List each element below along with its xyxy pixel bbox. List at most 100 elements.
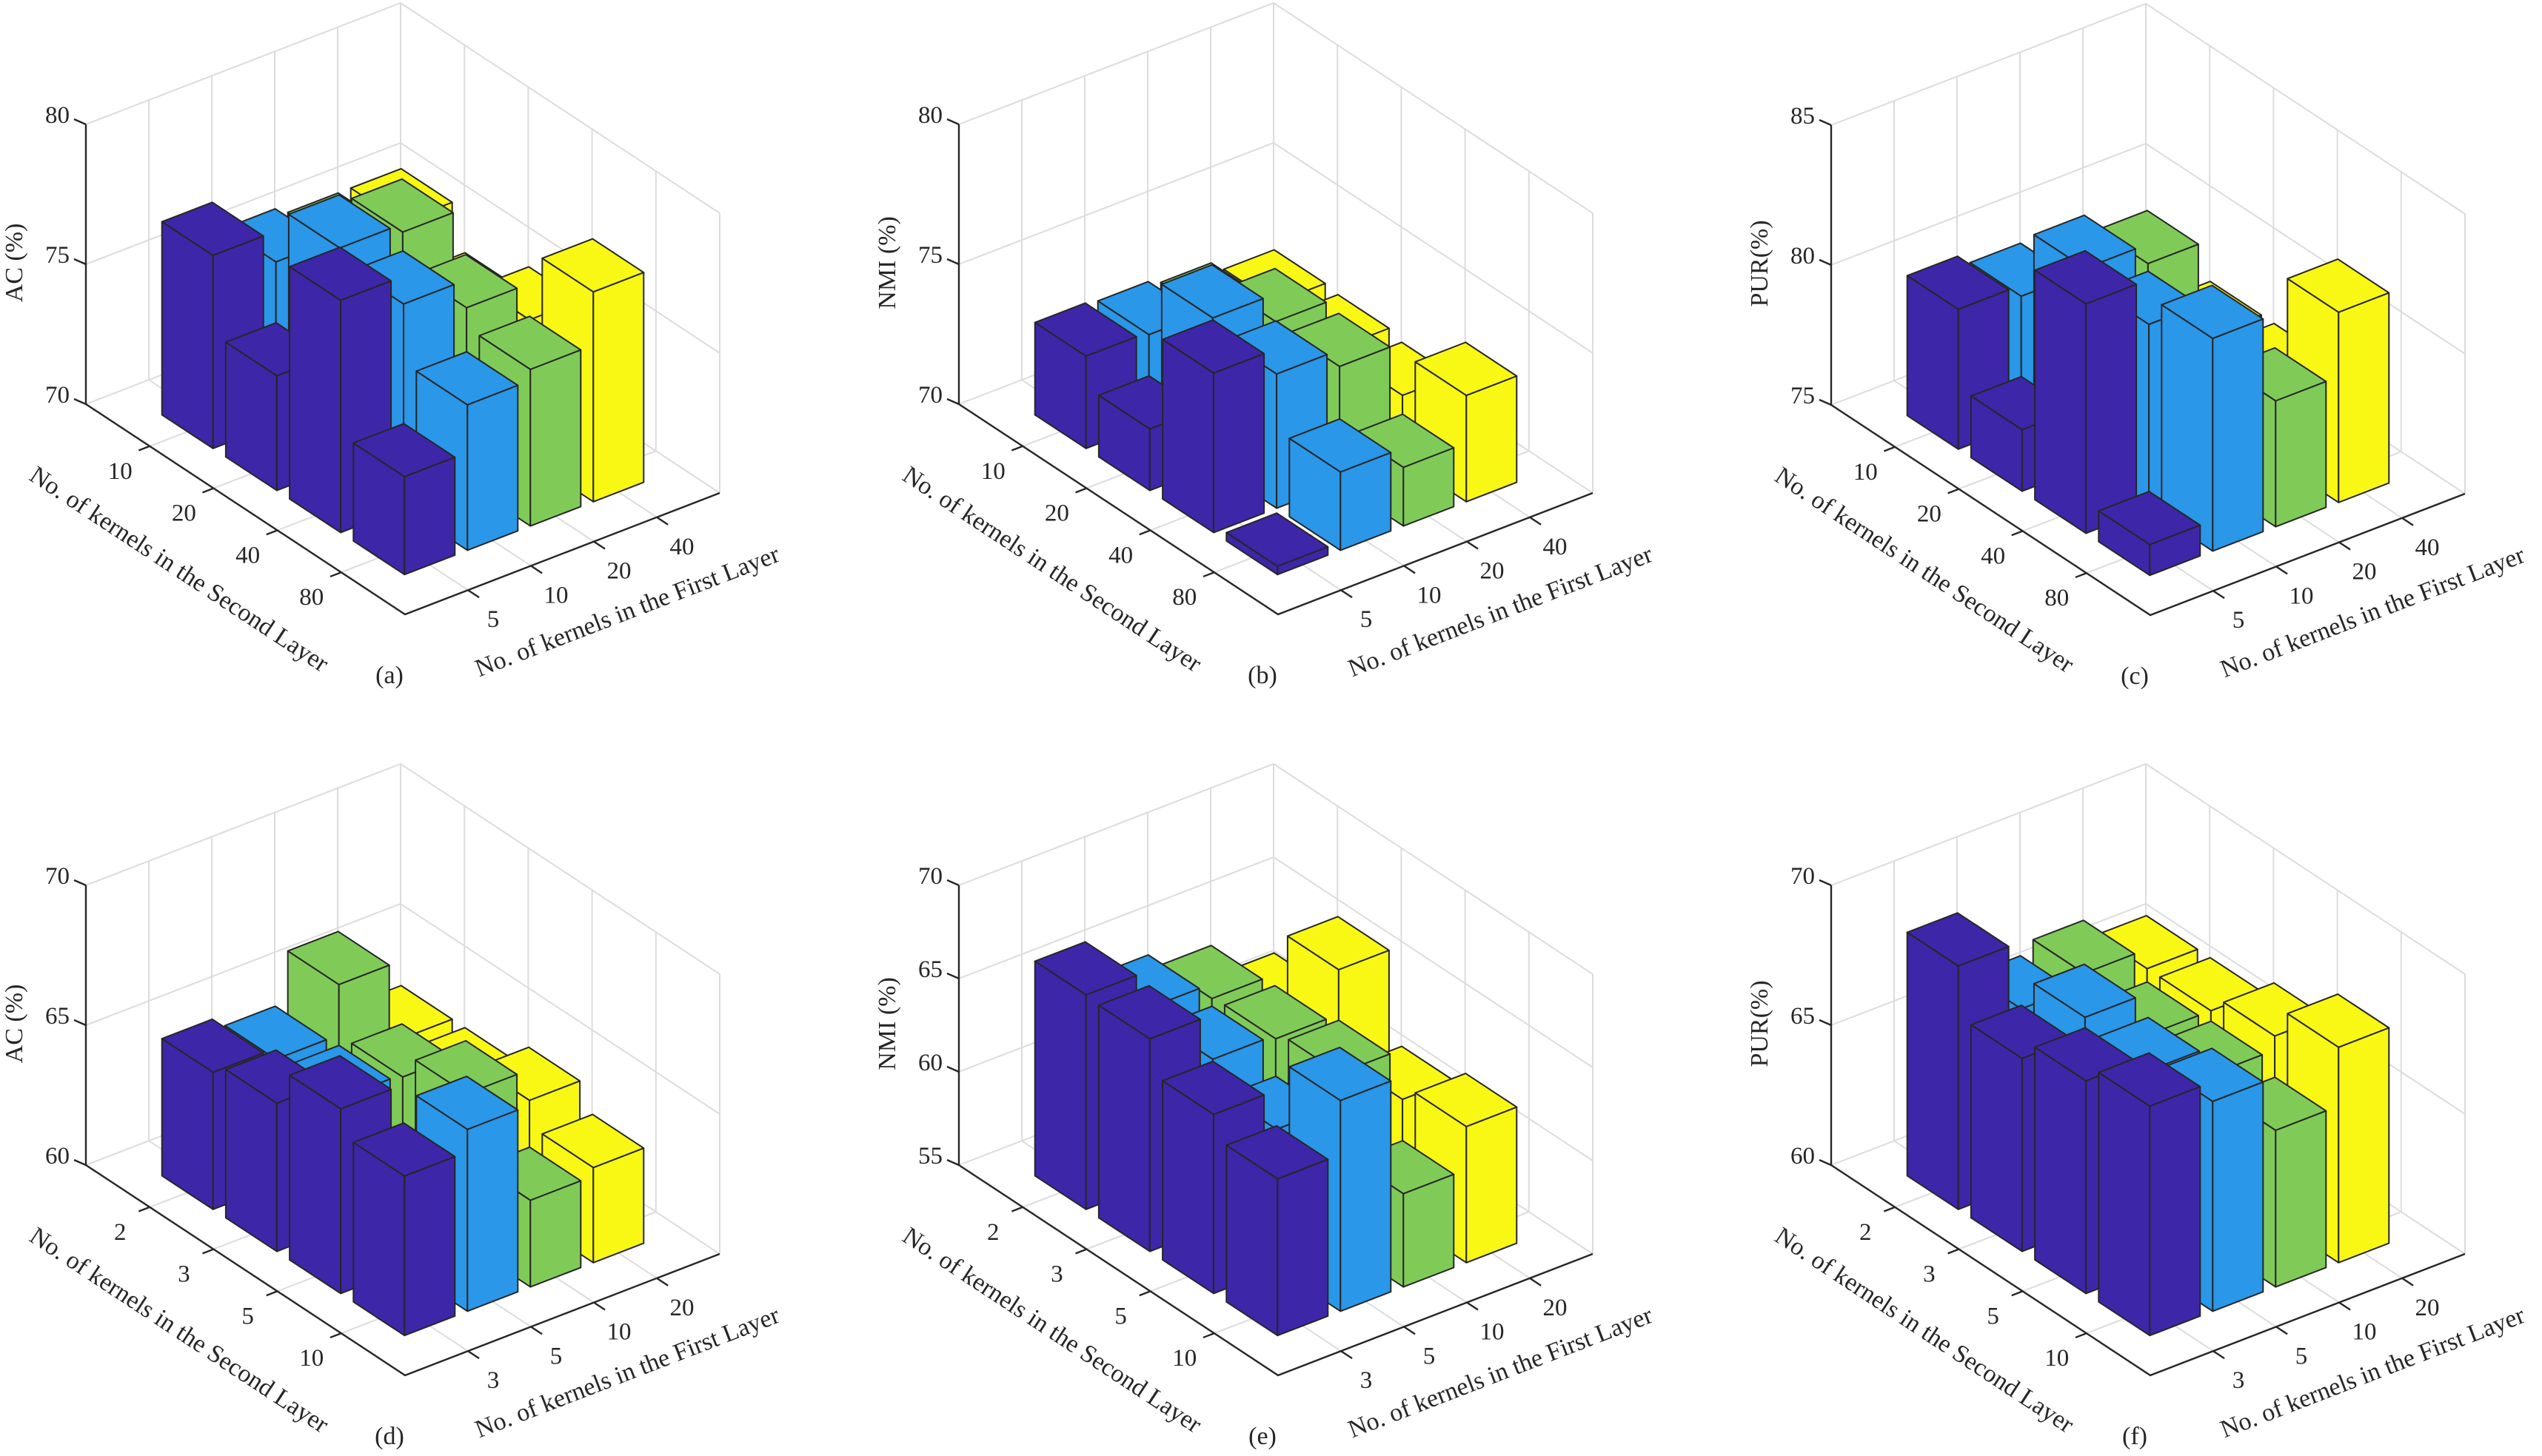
bar — [1225, 1124, 1329, 1337]
col-tick — [1403, 565, 1416, 574]
row-tick-label: 10 — [299, 1345, 324, 1372]
col-tick-label: 3 — [2232, 1367, 2245, 1394]
col-tick — [656, 516, 669, 526]
col-tick-label: 5 — [2295, 1343, 2308, 1369]
z-axis-label: PUR(%) — [1746, 220, 1773, 306]
bar-top-face — [1160, 264, 1264, 319]
bars — [161, 167, 645, 576]
row-tick-label: 20 — [1917, 501, 1941, 528]
panel-letter: (c) — [2121, 662, 2149, 690]
z-tick-label: 70 — [918, 863, 943, 890]
bar-top-face — [289, 246, 392, 301]
row-tick-label: 5 — [1114, 1303, 1127, 1329]
bar-left-face — [2034, 269, 2087, 534]
row-tick-label: 80 — [299, 584, 324, 611]
row-tick — [1011, 1206, 1023, 1212]
z-tick-label: 60 — [45, 1143, 70, 1170]
bar-left-face — [161, 221, 214, 449]
bar-right-face — [404, 1155, 456, 1337]
bar-top-face — [415, 351, 519, 406]
row-tick-label: 20 — [172, 500, 196, 527]
row-tick-label: 2 — [987, 1219, 1000, 1246]
bar — [2034, 249, 2138, 534]
axes: 55 60 65 70 2 3 5 10 3 5 10 20 — [918, 863, 1593, 1394]
z-tick-label: 80 — [1790, 243, 1815, 269]
row-tick — [1883, 1206, 1896, 1212]
z-tick-label: 65 — [1790, 1003, 1815, 1030]
z-tick-label: 60 — [1790, 1143, 1815, 1170]
z-tick — [1819, 398, 1832, 406]
row-tick — [330, 1332, 342, 1339]
z-tick — [1819, 1019, 1832, 1027]
z-tick — [946, 1158, 960, 1167]
bar — [2098, 491, 2201, 577]
z-tick — [73, 879, 87, 887]
bar-right-face — [1465, 375, 1518, 503]
col-tick-label: 40 — [1543, 534, 1568, 560]
col-tick — [593, 1301, 606, 1311]
bar-top-face — [1288, 417, 1392, 473]
bar-top-face — [1162, 1060, 1265, 1116]
bar — [1162, 319, 1265, 534]
row-tick — [138, 445, 150, 452]
bars — [1034, 249, 1518, 576]
row-tick — [1139, 529, 1151, 536]
z-tick — [946, 972, 960, 980]
row-tick-label: 3 — [178, 1261, 190, 1288]
bar-right-face — [2149, 1086, 2201, 1337]
z-axis-label: NMI (%) — [874, 977, 901, 1070]
col-tick-label: 20 — [2352, 559, 2377, 586]
col-tick-label: 20 — [670, 1295, 695, 1321]
z-tick — [73, 397, 87, 406]
col-tick — [467, 1350, 480, 1360]
row-tick-label: 40 — [235, 542, 260, 568]
col-tick — [467, 589, 480, 599]
z-tick-label: 80 — [918, 102, 943, 129]
row-tick — [2011, 1290, 2024, 1297]
row-tick-label: 80 — [2044, 585, 2069, 611]
bar-top-face — [1906, 255, 2010, 310]
z-tick-label: 85 — [1790, 103, 1815, 130]
bar-top-face — [1906, 912, 2010, 967]
row-tick-label: 20 — [1045, 500, 1069, 527]
bar-top-face — [541, 1113, 645, 1169]
bar-right-face — [1277, 1158, 1329, 1337]
bar-right-face — [2212, 1081, 2264, 1312]
row-tick — [2011, 530, 2024, 537]
col-tick — [1340, 589, 1353, 599]
z-tick-label: 70 — [45, 382, 70, 409]
row-tick — [266, 1290, 278, 1297]
col-tick — [1340, 1350, 1353, 1360]
row-tick — [1011, 445, 1023, 452]
bar-top-face — [2287, 258, 2390, 313]
col-tick — [593, 540, 606, 550]
bar-top-face — [2287, 993, 2390, 1048]
col-tick — [1529, 516, 1542, 526]
col-tick-label: 40 — [2415, 534, 2440, 561]
bar-right-face — [2338, 292, 2390, 503]
col-tick-label: 5 — [487, 606, 500, 633]
panel-letter: (e) — [1248, 1423, 1277, 1450]
col-tick-label: 5 — [2232, 607, 2245, 634]
bar-top-face — [289, 1055, 392, 1110]
col-tick-label: 3 — [1360, 1367, 1373, 1394]
col-tick — [1529, 1277, 1542, 1286]
z-axis-label: AC (%) — [1, 984, 28, 1064]
col-tick-label: 10 — [607, 1319, 632, 1346]
bar-right-face — [466, 1109, 519, 1312]
z-tick — [1819, 1158, 1832, 1167]
col-tick-label: 20 — [1543, 1295, 1568, 1321]
bar-right-face — [2212, 318, 2264, 552]
col-tick — [2212, 590, 2225, 600]
col-tick-label: 40 — [670, 534, 695, 560]
z-axis-label: PUR(%) — [1746, 980, 1773, 1067]
bar — [1288, 417, 1392, 551]
row-tick-label: 2 — [1859, 1219, 1872, 1246]
col-tick-label: 5 — [1423, 1343, 1436, 1369]
row-tick — [2075, 1332, 2087, 1339]
bar-right-face — [2275, 380, 2327, 528]
col-tick — [2275, 1326, 2288, 1335]
bars — [1906, 912, 2390, 1337]
